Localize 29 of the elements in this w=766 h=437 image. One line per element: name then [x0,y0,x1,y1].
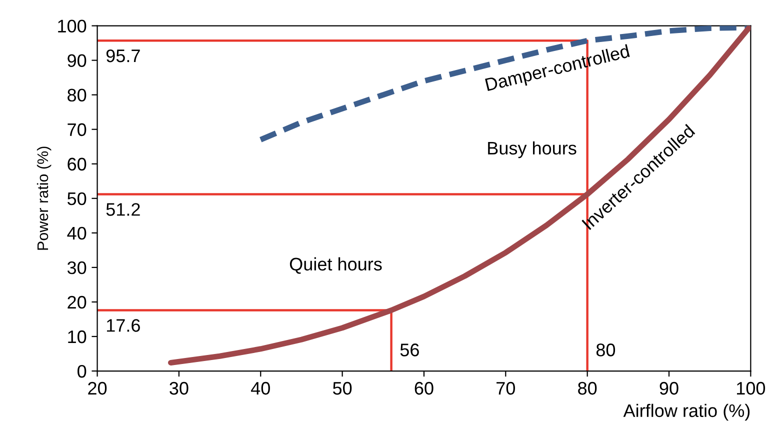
annotation: 17.6 [106,319,140,332]
y-tick-label: 70 [68,123,86,136]
y-tick-label: 60 [68,158,86,171]
y-tick-label: 0 [78,364,86,378]
y-tick-label: 40 [67,226,86,240]
x-tick-label: 80 [578,382,597,395]
x-tick-label: 60 [414,382,434,395]
x-axis-title: Airflow ratio (%) [623,404,750,421]
annotation: Busy hours [488,141,576,158]
y-tick-label: 100 [58,20,86,33]
y-tick-label: 50 [68,192,86,206]
y-tick-label: 30 [67,261,86,274]
x-tick-label: 20 [88,382,107,395]
x-tick-label: 40 [251,382,270,395]
annotation: 95.7 [106,49,140,62]
y-axis-title: Power ratio (%) [36,146,52,250]
y-tick-label: 80 [68,88,86,102]
annotation: 56 [400,344,419,356]
annotation: Quiet hours [290,257,382,274]
y-tick-label: 90 [68,54,86,68]
x-tick-label: 30 [170,382,188,395]
x-tick-label: 100 [736,382,766,395]
annotation: 80 [596,344,616,356]
annotation: 51.2 [106,203,140,216]
x-tick-label: 70 [496,382,515,395]
y-tick-label: 10 [68,330,86,344]
x-tick-label: 50 [332,382,352,395]
y-tick-label: 20 [68,296,86,309]
x-tick-label: 90 [660,382,678,395]
